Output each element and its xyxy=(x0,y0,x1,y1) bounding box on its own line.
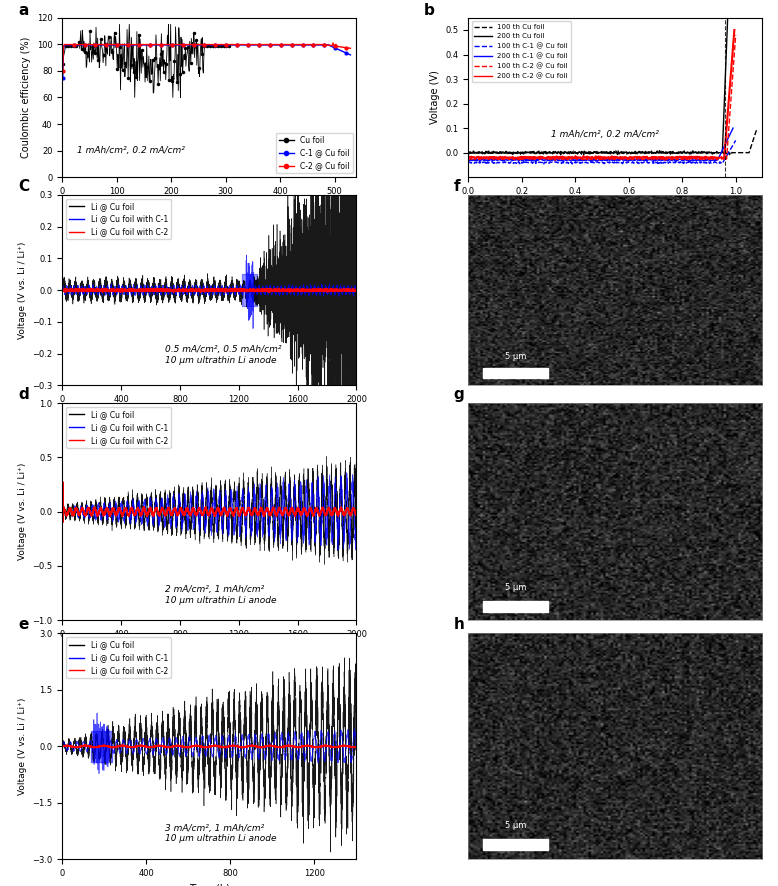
Legend: 100 th Cu foil, 200 th Cu foil, 100 th C-1 @ Cu foil, 200 th C-1 @ Cu foil, 100 : 100 th Cu foil, 200 th Cu foil, 100 th C… xyxy=(471,21,571,82)
Text: 0.5 mA/cm², 0.5 mAh/cm²
10 μm ultrathin Li anode: 0.5 mA/cm², 0.5 mAh/cm² 10 μm ultrathin … xyxy=(165,346,282,364)
Text: f: f xyxy=(454,179,460,194)
X-axis label: Cycling number: Cycling number xyxy=(171,201,248,212)
Text: d: d xyxy=(18,387,29,401)
Text: C: C xyxy=(18,179,30,194)
Text: 5 μm: 5 μm xyxy=(505,583,526,592)
Text: a: a xyxy=(18,3,29,18)
Text: h: h xyxy=(454,617,464,632)
X-axis label: Time (h): Time (h) xyxy=(189,644,230,655)
Legend: Li @ Cu foil, Li @ Cu foil with C-1, Li @ Cu foil with C-2: Li @ Cu foil, Li @ Cu foil with C-1, Li … xyxy=(66,637,171,678)
Y-axis label: Coulombic efficiency (%): Coulombic efficiency (%) xyxy=(21,37,31,158)
Y-axis label: Voltage (V vs. Li / Li⁺): Voltage (V vs. Li / Li⁺) xyxy=(18,463,26,560)
Legend: Cu foil, C-1 @ Cu foil, C-2 @ Cu foil: Cu foil, C-1 @ Cu foil, C-2 @ Cu foil xyxy=(275,133,352,174)
X-axis label: Capacity (mAh/cm²): Capacity (mAh/cm²) xyxy=(566,201,664,212)
Y-axis label: Voltage (V vs. Li / Li⁺): Voltage (V vs. Li / Li⁺) xyxy=(18,242,26,338)
Bar xyxy=(483,601,548,611)
Legend: Li @ Cu foil, Li @ Cu foil with C-1, Li @ Cu foil with C-2: Li @ Cu foil, Li @ Cu foil with C-1, Li … xyxy=(66,407,171,447)
Text: 1 mAh/cm², 0.2 mA/cm²: 1 mAh/cm², 0.2 mA/cm² xyxy=(551,130,658,139)
Text: 1 mAh/cm², 0.2 mA/cm²: 1 mAh/cm², 0.2 mA/cm² xyxy=(77,146,185,155)
Text: g: g xyxy=(454,387,464,401)
Bar xyxy=(483,839,548,851)
Text: e: e xyxy=(18,617,29,632)
Bar xyxy=(483,369,548,377)
Y-axis label: Voltage (V): Voltage (V) xyxy=(429,71,440,124)
Legend: Li @ Cu foil, Li @ Cu foil with C-1, Li @ Cu foil with C-2: Li @ Cu foil, Li @ Cu foil with C-1, Li … xyxy=(66,198,171,239)
Text: 3 mA/cm², 1 mAh/cm²
10 μm ultrathin Li anode: 3 mA/cm², 1 mAh/cm² 10 μm ultrathin Li a… xyxy=(165,824,277,843)
X-axis label: Time (h): Time (h) xyxy=(189,409,230,420)
Text: b: b xyxy=(424,3,435,18)
X-axis label: Time (h): Time (h) xyxy=(189,883,230,886)
Text: 2 mA/cm², 1 mAh/cm²
10 μm ultrathin Li anode: 2 mA/cm², 1 mAh/cm² 10 μm ultrathin Li a… xyxy=(165,586,277,605)
Y-axis label: Voltage (V vs. Li / Li⁺): Voltage (V vs. Li / Li⁺) xyxy=(18,698,26,795)
Text: 5 μm: 5 μm xyxy=(505,821,526,830)
Text: 5 μm: 5 μm xyxy=(505,352,526,361)
